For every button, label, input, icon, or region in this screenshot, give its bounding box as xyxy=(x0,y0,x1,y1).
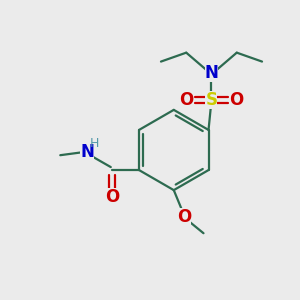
Text: S: S xyxy=(206,91,218,109)
Text: N: N xyxy=(205,64,218,82)
Text: O: O xyxy=(177,208,191,226)
Text: H: H xyxy=(90,137,99,150)
Text: N: N xyxy=(80,143,94,161)
Text: O: O xyxy=(229,91,244,109)
Text: O: O xyxy=(179,91,194,109)
Text: O: O xyxy=(105,188,119,206)
